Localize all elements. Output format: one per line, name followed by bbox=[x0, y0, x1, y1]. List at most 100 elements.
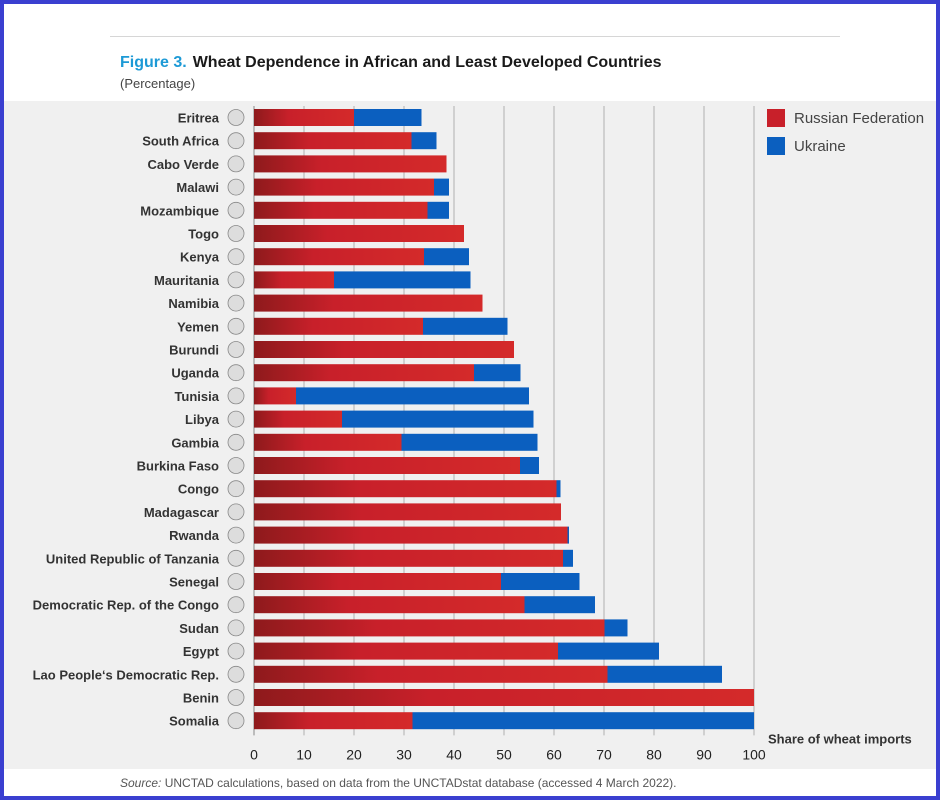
bar-russian-federation bbox=[254, 642, 558, 660]
source-note: Source: UNCTAD calculations, based on da… bbox=[120, 776, 677, 790]
bar-ukraine bbox=[354, 109, 422, 126]
category-label: Cabo Verde bbox=[147, 157, 219, 172]
bar-russian-federation bbox=[254, 433, 402, 451]
x-tick-label: 70 bbox=[596, 746, 612, 762]
x-tick-label: 100 bbox=[742, 746, 766, 762]
category-label: Yemen bbox=[177, 319, 219, 334]
flag-icon bbox=[227, 503, 245, 521]
category-label: Eritrea bbox=[178, 111, 220, 126]
bar-ukraine bbox=[604, 619, 628, 637]
bar-ukraine bbox=[334, 271, 471, 289]
bar-ukraine bbox=[412, 712, 754, 730]
flag-icon bbox=[227, 387, 245, 405]
bar-russian-federation bbox=[254, 457, 520, 474]
x-tick-label: 0 bbox=[250, 746, 258, 762]
flag-icon bbox=[227, 712, 245, 730]
figure-label: Figure 3. bbox=[120, 54, 187, 71]
bar-ukraine bbox=[434, 178, 449, 196]
category-label: Rwanda bbox=[169, 528, 220, 543]
bar-russian-federation bbox=[254, 665, 608, 683]
bar-ukraine bbox=[474, 364, 521, 382]
flag-icon bbox=[227, 457, 245, 474]
source-label: Source: bbox=[120, 776, 162, 790]
flag-icon bbox=[227, 573, 245, 590]
bar-russian-federation bbox=[254, 294, 483, 312]
bar-ukraine bbox=[556, 480, 561, 498]
bar-russian-federation bbox=[254, 155, 447, 173]
bar-ukraine bbox=[423, 317, 508, 335]
category-label: South Africa bbox=[142, 134, 220, 149]
x-tick-label: 30 bbox=[396, 746, 412, 762]
category-label: United Republic of Tanzania bbox=[46, 551, 220, 566]
x-tick-label: 10 bbox=[296, 746, 312, 762]
flag-icon bbox=[227, 225, 245, 242]
bar-russian-federation bbox=[254, 689, 754, 706]
flag-icon bbox=[227, 132, 245, 150]
bar-russian-federation bbox=[254, 712, 413, 730]
bar-russian-federation bbox=[254, 596, 525, 614]
bar-russian-federation bbox=[254, 364, 474, 382]
legend-swatch bbox=[767, 109, 785, 127]
legend-label: Russian Federation bbox=[794, 110, 924, 127]
legend: Russian Federation Ukraine bbox=[767, 109, 924, 155]
category-label: Burundi bbox=[169, 343, 219, 358]
category-label: Burkina Faso bbox=[137, 459, 219, 474]
flag-icon bbox=[227, 155, 245, 173]
category-label: Gambia bbox=[171, 435, 219, 450]
bar-russian-federation bbox=[254, 526, 568, 544]
bar-russian-federation bbox=[254, 201, 428, 219]
flag-icon bbox=[227, 341, 245, 358]
category-label: Somalia bbox=[169, 714, 220, 729]
flag-icon bbox=[227, 178, 245, 196]
x-axis-label: Share of wheat imports bbox=[768, 731, 912, 746]
bar-russian-federation bbox=[254, 549, 563, 567]
category-label: Lao People‘s Democratic Rep. bbox=[33, 667, 219, 682]
bar-russian-federation bbox=[254, 503, 561, 521]
flag-icon bbox=[227, 248, 245, 266]
x-tick-label: 20 bbox=[346, 746, 362, 762]
flag-icon bbox=[227, 201, 245, 219]
bar-ukraine bbox=[558, 642, 659, 660]
bar-russian-federation bbox=[254, 619, 605, 637]
category-label: Mozambique bbox=[140, 203, 219, 218]
category-label: Kenya bbox=[180, 250, 220, 265]
x-tick-label: 50 bbox=[496, 746, 512, 762]
flag-icon bbox=[227, 596, 245, 614]
bar-ukraine bbox=[607, 665, 722, 683]
bar-russian-federation bbox=[254, 109, 354, 126]
figure-title-text: Wheat Dependence in African and Least De… bbox=[192, 54, 662, 71]
flag-icon bbox=[227, 410, 245, 428]
bar-ukraine bbox=[501, 573, 580, 590]
flag-icon bbox=[227, 433, 245, 451]
category-label: Madagascar bbox=[144, 505, 219, 520]
flag-icon bbox=[227, 665, 245, 683]
category-label: Tunisia bbox=[174, 389, 219, 404]
bar-russian-federation bbox=[254, 248, 424, 266]
flag-icon bbox=[227, 109, 245, 126]
category-label: Libya bbox=[185, 412, 220, 427]
bar-russian-federation bbox=[254, 271, 334, 289]
flag-icon bbox=[227, 364, 245, 382]
bar-russian-federation bbox=[254, 178, 434, 196]
flag-icon bbox=[227, 294, 245, 312]
category-label: Uganda bbox=[171, 366, 219, 381]
bar-russian-federation bbox=[254, 317, 423, 335]
bar-ukraine bbox=[424, 248, 469, 266]
bar-ukraine bbox=[567, 526, 569, 544]
bar-russian-federation bbox=[254, 341, 514, 358]
bar-ukraine bbox=[524, 596, 595, 614]
x-tick-label: 80 bbox=[646, 746, 662, 762]
figure-title: Figure 3. Wheat Dependence in African and… bbox=[120, 54, 662, 72]
category-label: Namibia bbox=[168, 296, 219, 311]
category-label: Mauritania bbox=[154, 273, 220, 288]
category-label: Democratic Rep. of the Congo bbox=[33, 598, 219, 613]
category-label: Togo bbox=[188, 227, 219, 242]
x-tick-label: 90 bbox=[696, 746, 712, 762]
bar-russian-federation bbox=[254, 573, 501, 590]
category-label: Congo bbox=[178, 482, 219, 497]
flag-icon bbox=[227, 526, 245, 544]
flag-icon bbox=[227, 317, 245, 335]
flag-icon bbox=[227, 480, 245, 498]
category-label: Sudan bbox=[179, 621, 219, 636]
